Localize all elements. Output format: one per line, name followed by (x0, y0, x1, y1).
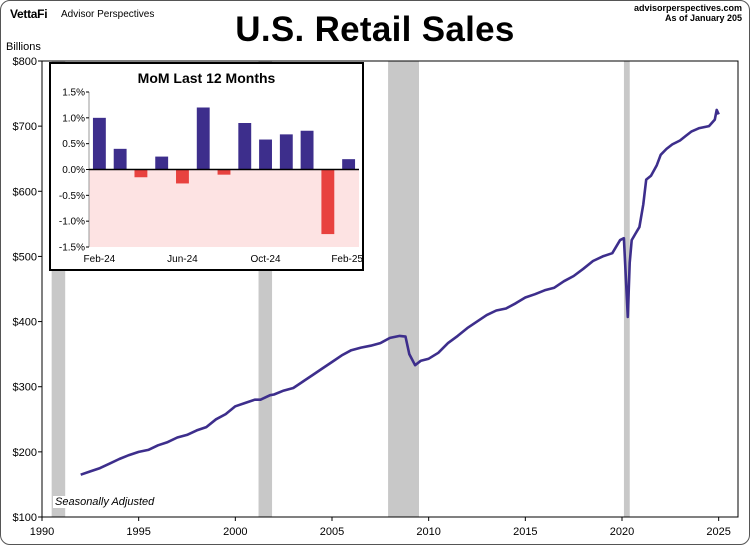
seasonally-adjusted-note: Seasonally Adjusted (53, 496, 157, 508)
inset-y-tick-label-4: -0.5% (59, 191, 85, 202)
inset-y-tick-label-3: 0.0% (62, 165, 85, 176)
mom-bar-Aug-24 (217, 169, 231, 175)
mom-bar-Jan-25 (321, 169, 335, 235)
plot-border (41, 60, 739, 518)
mom-bar-Sep-24 (238, 123, 252, 170)
x-tick-label-2: 2000 (223, 526, 247, 538)
inset-y-tick-label-0: 1.5% (62, 88, 85, 99)
mom-bar-Jul-24 (196, 107, 210, 170)
mom-bar-Oct-24 (259, 139, 272, 170)
inset-chart: MoM Last 12 Months 1.5% 1.0% 0.5% 0.0% -0.5%… (49, 62, 364, 271)
y-axis-units: Billions (6, 41, 41, 53)
inset-plot: 1.5% 1.0% 0.5% 0.0% -0.5% -1.0% -1.5%Feb-24 Jun… (59, 88, 362, 266)
x-tick-label-1: 1995 (126, 526, 150, 538)
inset-x-tick-label-1: Jun-24 (167, 254, 198, 265)
mom-bar-Nov-24 (279, 134, 293, 170)
source-note: advisorperspectives.com As of January 20… (634, 3, 742, 23)
y-tick-label-5: $600 (13, 186, 37, 198)
mom-bar-Jun-24 (176, 169, 189, 184)
x-tick-label-3: 2005 (320, 526, 344, 538)
y-tick-label-6: $700 (13, 121, 37, 133)
inset-y-tick-label-5: -1.0% (59, 217, 85, 228)
x-tick-label-6: 2020 (610, 526, 634, 538)
inset-x-tick-label-2: Oct-24 (251, 254, 281, 265)
mom-bar-May-24 (155, 156, 169, 170)
inset-x-tick-label-0: Feb-24 (84, 254, 116, 265)
mom-bar-Feb-24 (92, 117, 106, 170)
negative-zone (89, 169, 359, 247)
x-tick-label-0: 1990 (30, 526, 54, 538)
y-tick-label-0: $100 (13, 512, 37, 524)
y-tick-label-2: $300 (13, 382, 37, 394)
mom-bar-Feb-25 (342, 159, 356, 170)
mom-bar-Dec-24 (300, 130, 314, 170)
as-of-date: As of January 205 (664, 13, 742, 23)
inset-x-tick-label-3: Feb-25 (331, 254, 362, 265)
inset-y-tick-label-1: 1.0% (62, 113, 85, 124)
inset-y-tick-label-6: -1.5% (59, 243, 85, 254)
mom-bar-Mar-24 (113, 148, 127, 170)
y-tick-label-4: $500 (13, 251, 37, 263)
source-url: advisorperspectives.com (633, 3, 742, 13)
brand-subtitle: Advisor Perspectives (61, 9, 155, 20)
y-tick-label-3: $400 (13, 317, 37, 329)
inset-y-tick-label-2: 0.5% (62, 139, 85, 150)
x-tick-label-5: 2015 (513, 526, 537, 538)
recession-band-2 (388, 61, 419, 517)
brand-logo: VettaFi (10, 7, 48, 21)
x-tick-label-7: 2025 (706, 526, 730, 538)
inset-title: MoM Last 12 Months (137, 70, 276, 86)
y-tick-label-1: $200 (13, 447, 37, 459)
mom-bar-Apr-24 (134, 169, 148, 178)
chart-title: U.S. Retail Sales (235, 10, 515, 49)
x-tick-label-4: 2010 (416, 526, 440, 538)
retail-sales-line (80, 108, 720, 476)
y-tick-label-7: $800 (13, 56, 37, 68)
